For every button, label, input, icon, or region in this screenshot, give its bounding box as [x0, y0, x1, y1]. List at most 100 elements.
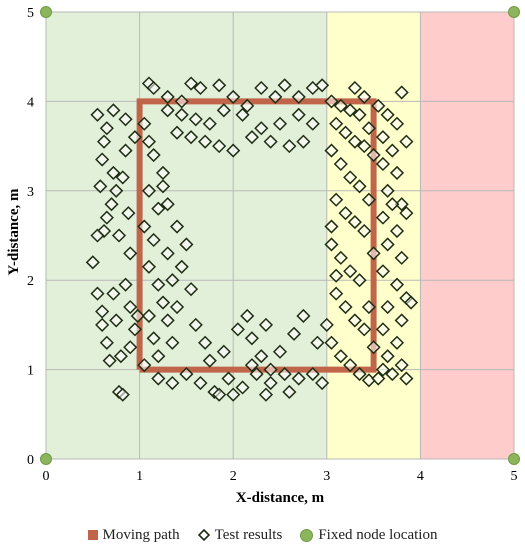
test-result-point: [352, 179, 367, 194]
test-result-point: [160, 89, 175, 104]
test-result-point: [123, 340, 138, 355]
test-result-point: [361, 121, 376, 136]
test-result-point: [212, 139, 227, 154]
test-result-point: [184, 76, 199, 91]
test-result-point: [352, 107, 367, 122]
zone-2: [420, 12, 514, 459]
test-result-point: [380, 107, 395, 122]
test-result-point: [258, 317, 274, 332]
test-result-point: [109, 313, 124, 328]
test-result-point: [329, 116, 344, 131]
test-result-point: [240, 308, 255, 324]
test-result-point: [155, 295, 171, 310]
test-result-point: [141, 183, 157, 198]
test-result-point: [310, 335, 325, 350]
test-result-point: [282, 384, 297, 400]
test-result-point: [399, 134, 414, 149]
test-result-point: [389, 116, 405, 131]
test-result-point: [179, 367, 194, 382]
test-result-point: [324, 143, 339, 158]
test-result-point: [137, 116, 152, 131]
test-result-point: [174, 259, 189, 274]
test-result-point: [104, 197, 119, 212]
test-result-point: [151, 277, 166, 292]
fixed-node-point: [40, 453, 52, 465]
fixed-nodes-layer: [40, 6, 520, 465]
test-result-point: [371, 371, 386, 386]
test-result-point: [385, 197, 400, 212]
test-result-point: [96, 134, 112, 149]
fixed-node-swatch: [300, 528, 314, 542]
test-result-point: [399, 206, 414, 221]
test-result-point: [394, 197, 409, 212]
test-result-point: [352, 273, 367, 288]
legend-item-test-results: Test results: [197, 527, 282, 544]
test-result-point: [254, 80, 269, 96]
test-result-point: [123, 246, 138, 261]
scatter-chart: 0 1 2 3 4 5 0 1 2 3 4 5 X-distance, m Y-distance, …: [6, 6, 520, 506]
diamond-icon: [197, 529, 210, 541]
test-result-point: [146, 80, 161, 96]
test-result-point: [380, 183, 395, 198]
test-result-point: [291, 371, 306, 386]
test-result-point: [324, 335, 339, 350]
test-result-point: [357, 322, 372, 337]
test-result-point: [193, 80, 208, 96]
test-result-point: [394, 85, 409, 100]
test-result-point: [212, 78, 227, 93]
x-tick-label: 1: [136, 469, 143, 484]
y-tick-labels: 0 1 2 3 4 5: [27, 6, 34, 468]
test-result-point: [315, 375, 330, 391]
test-result-point: [357, 223, 372, 239]
test-result-point: [160, 246, 175, 261]
test-result-point: [343, 358, 358, 373]
moving-path-layer: [136, 98, 377, 373]
test-result-point: [141, 259, 157, 274]
test-result-point: [375, 362, 391, 377]
test-result-point: [403, 295, 419, 310]
test-result-point: [324, 219, 339, 234]
y-tick-label: 3: [27, 185, 34, 200]
test-result-point: [151, 201, 166, 216]
test-result-point: [375, 130, 391, 145]
x-tick-labels: 0 1 2 3 4 5: [43, 469, 518, 484]
test-result-point: [277, 78, 292, 93]
test-result-point: [115, 387, 130, 402]
test-result-point: [361, 299, 376, 315]
test-result-point: [179, 237, 194, 252]
test-result-point: [115, 170, 130, 185]
test-result-point: [347, 215, 362, 230]
test-result-point: [165, 375, 180, 391]
test-result-point: [160, 313, 175, 328]
test-result-point: [188, 317, 203, 332]
legend-item-moving-path: Moving path: [87, 527, 180, 544]
test-result-point: [106, 286, 121, 301]
x-tick-label: 3: [323, 469, 330, 484]
test-result-point: [263, 134, 278, 149]
test-result-point: [216, 344, 231, 359]
test-result-point: [385, 143, 400, 158]
test-result-point: [111, 228, 127, 243]
test-result-point: [286, 326, 302, 341]
test-result-point: [272, 116, 288, 131]
test-result-point: [375, 210, 391, 225]
test-result-point: [366, 246, 381, 261]
test-result-point: [184, 282, 199, 297]
test-result-point: [155, 165, 171, 180]
test-result-point: [169, 299, 185, 315]
test-result-point: [244, 358, 259, 373]
y-tick-label: 2: [27, 274, 34, 289]
test-result-point: [99, 335, 114, 350]
test-result-point: [291, 107, 306, 122]
test-result-point: [146, 232, 161, 248]
test-result-point: [106, 165, 121, 180]
test-result-point: [272, 344, 288, 359]
moving-path-swatch: [87, 530, 98, 540]
test-result-point: [394, 358, 409, 373]
test-result-point: [394, 250, 409, 265]
x-axis-title: X-distance, m: [236, 490, 325, 506]
test-result-point: [324, 237, 339, 252]
test-result-point: [118, 112, 133, 127]
test-result-point: [343, 103, 358, 118]
test-result-point: [268, 89, 283, 104]
